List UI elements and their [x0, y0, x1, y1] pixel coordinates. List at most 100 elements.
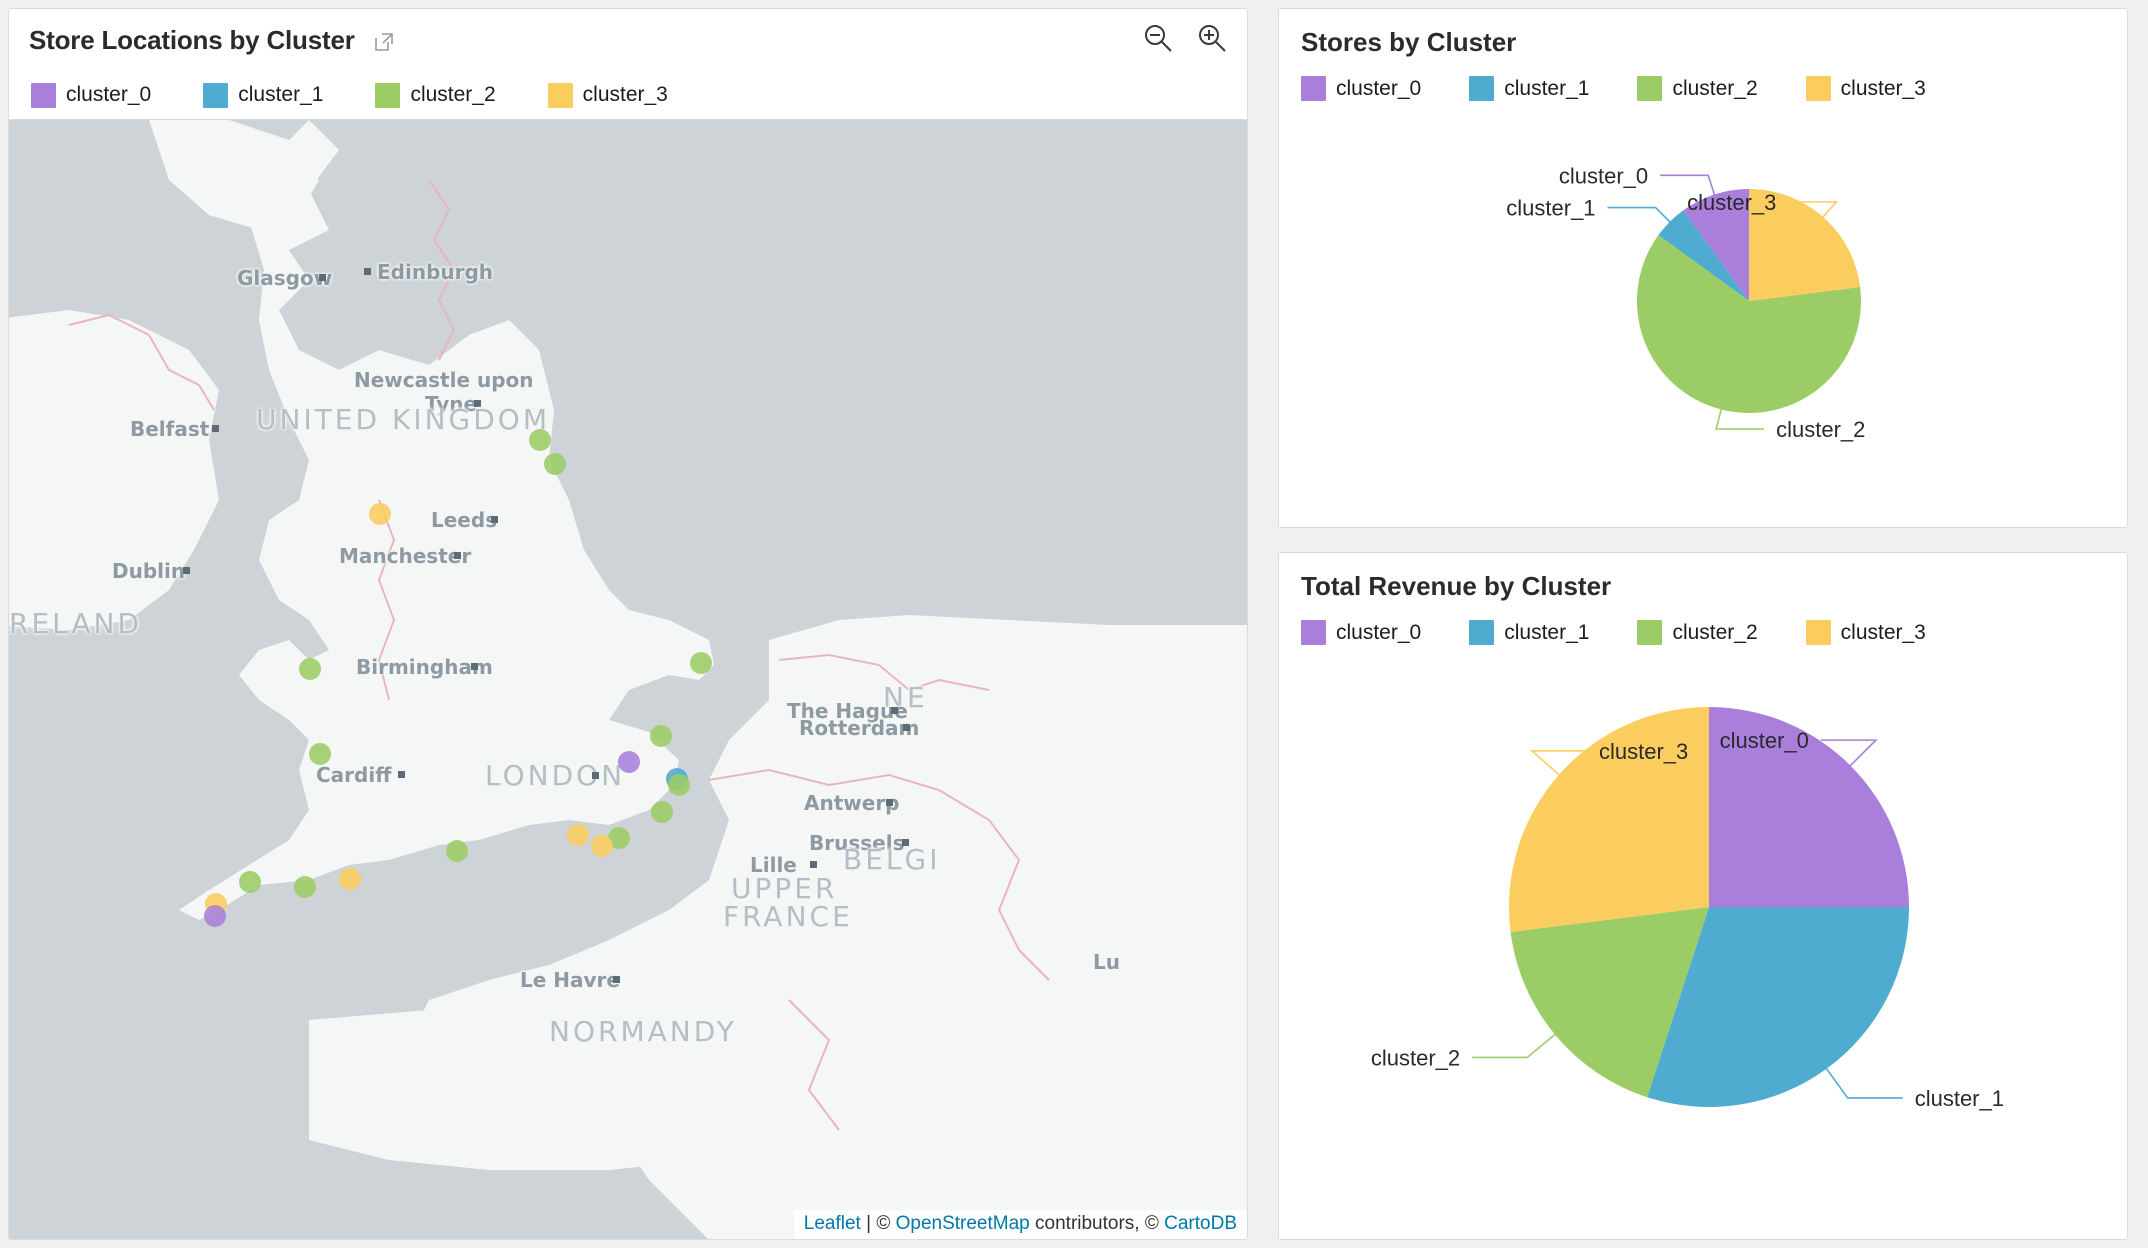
stores-legend-item-0[interactable]: cluster_0: [1301, 76, 1421, 101]
city-dot-glasgow: [319, 274, 326, 281]
store-marker-cluster_2[interactable]: [294, 876, 316, 898]
zoom-out-icon[interactable]: [1141, 21, 1175, 55]
city-dot-lille: [810, 861, 817, 868]
legend-swatch-cluster_1: [1469, 620, 1495, 645]
store-marker-cluster_3[interactable]: [339, 868, 361, 890]
store-marker-cluster_0[interactable]: [204, 905, 226, 927]
pie-leader-line-cluster_3: [1529, 750, 1587, 777]
pie-slice-cluster_1[interactable]: [1658, 210, 1749, 301]
pie-outside-label-cluster_3: cluster_3: [1599, 739, 1688, 764]
legend-swatch-cluster_2: [1637, 620, 1663, 645]
city-dot-tyne: [474, 400, 481, 407]
legend-label-cluster_0: cluster_0: [1336, 76, 1422, 100]
store-marker-cluster_2[interactable]: [668, 774, 690, 796]
pie-label-group-cluster_3: cluster_3: [1529, 739, 1688, 777]
pie-label-group-cluster_1: cluster_1: [1506, 196, 1672, 224]
charts-column: Stores by Cluster cluster_0 cluster_1 clus…: [1278, 8, 2128, 1240]
stores-legend-item-3[interactable]: cluster_3: [1805, 76, 1926, 101]
store-marker-cluster_3[interactable]: [567, 824, 589, 846]
legend-label-cluster_1: cluster_1: [1504, 620, 1590, 644]
revenue-panel-title: Total Revenue by Cluster: [1301, 571, 1612, 601]
legend-swatch-cluster_0: [31, 82, 56, 108]
legend-label-cluster_3: cluster_3: [1840, 620, 1926, 644]
legend-label-cluster_3: cluster_3: [1840, 76, 1926, 100]
city-dot-edinburgh: [364, 268, 371, 275]
store-marker-cluster_2[interactable]: [446, 840, 468, 862]
stores-chart-legend: cluster_0 cluster_1 cluster_2 cluster_3: [1279, 58, 2127, 101]
pie-slice-cluster_0[interactable]: [1709, 707, 1909, 907]
pie-label-group-cluster_0: cluster_0: [1559, 163, 1716, 196]
zoom-in-icon[interactable]: [1195, 21, 1229, 55]
map-zoom-controls: [1141, 21, 1229, 55]
map-legend-item-3[interactable]: cluster_3: [547, 82, 668, 108]
legend-swatch-cluster_1: [203, 82, 229, 108]
map-legend-item-1[interactable]: cluster_1: [203, 82, 324, 108]
store-marker-cluster_2[interactable]: [690, 652, 712, 674]
pie-leader-line-cluster_1: [1607, 206, 1672, 224]
pie-outside-label-cluster_1: cluster_1: [1915, 1086, 2004, 1111]
map-legend: cluster_0 cluster_1 cluster_2 cluster_3: [9, 71, 1247, 119]
stores-legend-item-2[interactable]: cluster_2: [1637, 76, 1758, 101]
city-dot-brussels: [902, 839, 909, 846]
revenue-by-cluster-panel: Total Revenue by Cluster cluster_0 cluste…: [1278, 552, 2128, 1240]
pie-slice-cluster_0[interactable]: [1683, 189, 1749, 301]
legend-swatch-cluster_2: [375, 82, 401, 108]
store-marker-cluster_2[interactable]: [651, 801, 673, 823]
map-legend-item-2[interactable]: cluster_2: [375, 82, 496, 108]
pie-slice-cluster_2[interactable]: [1510, 907, 1709, 1098]
revenue-legend-item-1[interactable]: cluster_1: [1469, 620, 1589, 645]
stores-by-cluster-panel: Stores by Cluster cluster_0 cluster_1 clus…: [1278, 8, 2128, 528]
store-marker-cluster_2[interactable]: [239, 871, 261, 893]
pie-slice-cluster_3[interactable]: [1509, 707, 1709, 933]
legend-label-cluster_3: cluster_3: [582, 83, 668, 106]
city-dot-dublin: [183, 567, 190, 574]
store-marker-cluster_2[interactable]: [608, 827, 630, 849]
revenue-legend-item-2[interactable]: cluster_2: [1637, 620, 1758, 645]
stores-legend-item-1[interactable]: cluster_1: [1469, 76, 1589, 101]
store-marker-cluster_0[interactable]: [618, 751, 640, 773]
external-link-icon[interactable]: [373, 31, 395, 53]
store-marker-cluster_3[interactable]: [369, 503, 391, 525]
attr-copy-2: ©: [1144, 1213, 1165, 1234]
legend-swatch-cluster_3: [547, 82, 573, 108]
store-marker-cluster_2[interactable]: [650, 725, 672, 747]
map-panel-title: Store Locations by Cluster: [29, 24, 355, 55]
city-dot-london: [592, 772, 599, 779]
revenue-chart-legend: cluster_0 cluster_1 cluster_2 cluster_3: [1279, 602, 2127, 645]
pie-leader-line-cluster_0: [1660, 174, 1716, 196]
city-dot-antwerp: [886, 799, 893, 806]
store-marker-cluster_3[interactable]: [591, 835, 613, 857]
legend-swatch-cluster_3: [1805, 620, 1831, 645]
city-dot-the-hague: [891, 707, 898, 714]
pie-leader-line-cluster_2: [1472, 1032, 1557, 1059]
legend-swatch-cluster_0: [1301, 620, 1326, 645]
revenue-pie-svg: cluster_0 cluster_1 cluster_2 cluster_3: [1371, 707, 2004, 1111]
store-marker-cluster_2[interactable]: [309, 743, 331, 765]
pie-slice-cluster_1[interactable]: [1647, 907, 1909, 1107]
revenue-legend-item-3[interactable]: cluster_3: [1805, 620, 1926, 645]
pie-label-group-cluster_0: cluster_0: [1720, 728, 1878, 768]
leaflet-link[interactable]: Leaflet: [803, 1213, 861, 1234]
stores-pie-chart[interactable]: cluster_0 cluster_1 cluster_2 cluster_3: [1279, 101, 2127, 501]
revenue-pie-chart[interactable]: cluster_0 cluster_1 cluster_2 cluster_3: [1279, 645, 2127, 1213]
pie-slice-cluster_3[interactable]: [1749, 189, 1861, 301]
cartodb-link[interactable]: CartoDB: [1164, 1213, 1237, 1234]
city-dot-birmingham: [471, 663, 478, 670]
store-marker-cluster_2[interactable]: [529, 429, 551, 451]
pie-slice-cluster_2[interactable]: [1637, 235, 1861, 414]
map-canvas[interactable]: Glasgow Edinburgh Newcastle upon Tyne UNITED…: [9, 119, 1247, 1239]
legend-label-cluster_0: cluster_0: [66, 83, 152, 106]
legend-label-cluster_0: cluster_0: [1336, 620, 1422, 644]
pie-outside-label-cluster_1: cluster_1: [1506, 196, 1595, 221]
legend-label-cluster_1: cluster_1: [238, 83, 324, 106]
pie-label-group-cluster_3: cluster_3: [1687, 190, 1839, 219]
pie-leader-line-cluster_1: [1824, 1066, 1903, 1099]
revenue-legend-item-0[interactable]: cluster_0: [1301, 620, 1421, 645]
pie-outside-label-cluster_2: cluster_2: [1776, 417, 1865, 442]
openstreetmap-link[interactable]: OpenStreetMap: [895, 1213, 1030, 1234]
map-legend-item-0[interactable]: cluster_0: [31, 82, 152, 108]
store-marker-cluster_2[interactable]: [544, 453, 566, 475]
pie-outside-label-cluster_0: cluster_0: [1559, 163, 1648, 188]
store-marker-cluster_2[interactable]: [299, 658, 321, 680]
city-dot-belfast: [212, 425, 219, 432]
